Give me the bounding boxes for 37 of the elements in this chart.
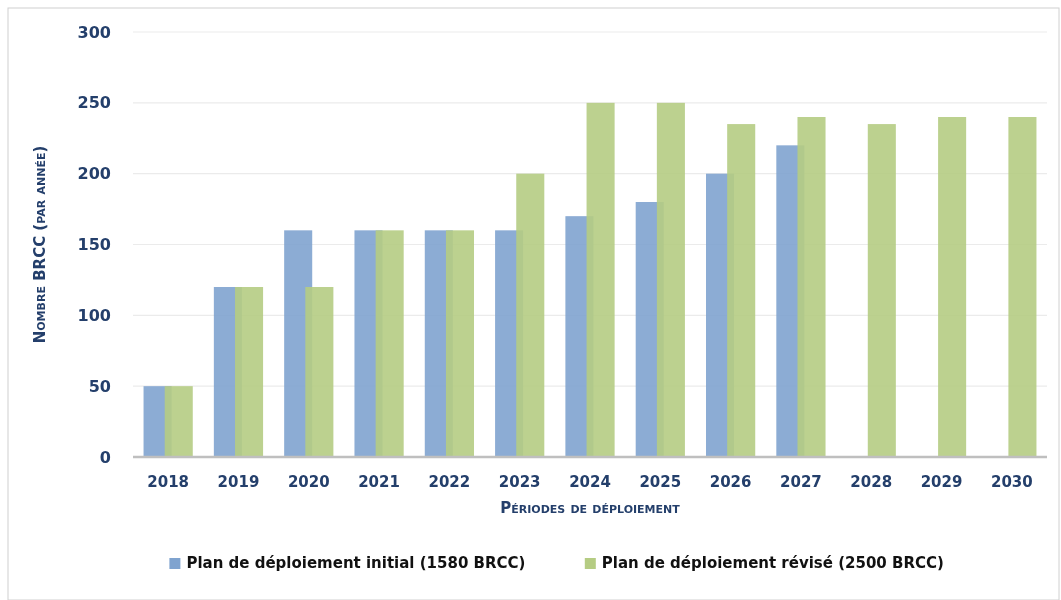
bar bbox=[656, 102, 685, 457]
y-tick-label: 150 bbox=[77, 235, 111, 255]
bar bbox=[938, 117, 967, 457]
x-tick-label: 2022 bbox=[428, 473, 471, 491]
bar bbox=[235, 287, 264, 457]
bar bbox=[375, 230, 404, 457]
y-tick-label: 200 bbox=[77, 164, 111, 184]
x-tick-label: 2020 bbox=[287, 473, 330, 491]
x-tick-label: 2018 bbox=[147, 473, 190, 491]
bar bbox=[1008, 117, 1037, 457]
x-tick-label: 2028 bbox=[850, 473, 893, 491]
x-tick-label: 2029 bbox=[920, 473, 963, 491]
bar bbox=[797, 117, 826, 457]
x-tick-label: 2025 bbox=[639, 473, 682, 491]
y-tick-label: 0 bbox=[99, 447, 111, 467]
x-tick-label: 2021 bbox=[358, 473, 400, 491]
bar bbox=[586, 102, 615, 457]
y-tick-label: 50 bbox=[88, 376, 111, 396]
x-tick-label: 2030 bbox=[990, 473, 1033, 491]
x-tick-label: 2023 bbox=[498, 473, 541, 491]
bar bbox=[445, 230, 474, 457]
bar bbox=[164, 386, 193, 457]
bar bbox=[727, 124, 756, 457]
bar bbox=[867, 124, 896, 457]
bar bbox=[516, 173, 545, 457]
y-tick-label: 100 bbox=[77, 305, 111, 325]
y-tick-label: 300 bbox=[77, 22, 111, 42]
x-tick-label: 2019 bbox=[217, 473, 260, 491]
bar bbox=[305, 287, 334, 457]
x-axis-title: Périodes de déploiement bbox=[500, 499, 681, 517]
legend-label: Plan de déploiement révisé (2500 BRCC) bbox=[601, 554, 944, 572]
legend-label: Plan de déploiement initial (1580 BRCC) bbox=[186, 554, 526, 572]
y-tick-label: 250 bbox=[77, 93, 111, 113]
x-tick-label: 2026 bbox=[709, 473, 752, 491]
x-tick-label: 2027 bbox=[780, 473, 822, 491]
x-tick-label: 2024 bbox=[569, 473, 611, 491]
y-axis-title: Nombre BRCC (par année) bbox=[31, 145, 49, 344]
